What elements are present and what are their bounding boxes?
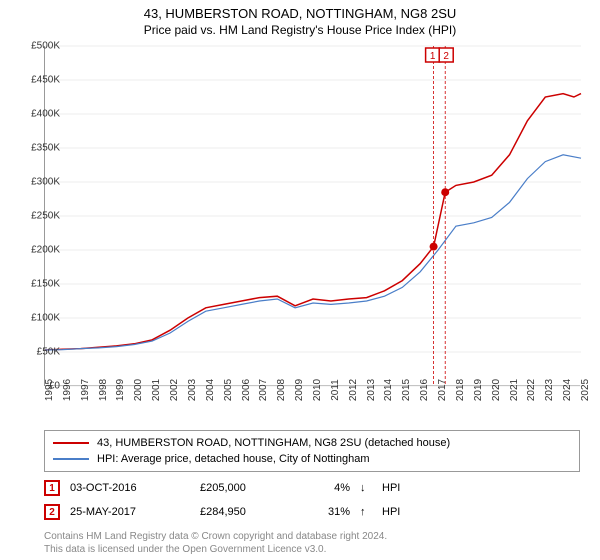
transaction-price: £284,950 bbox=[200, 506, 300, 518]
x-tick-label: 2012 bbox=[348, 379, 359, 401]
x-tick-label: 2000 bbox=[133, 379, 144, 401]
chart-svg: 12 bbox=[45, 46, 581, 386]
x-tick-label: 2023 bbox=[544, 379, 555, 401]
marker-badge: 1 bbox=[44, 480, 60, 496]
y-tick-label: £300K bbox=[20, 177, 60, 188]
chart-title: 43, HUMBERSTON ROAD, NOTTINGHAM, NG8 2SU bbox=[0, 6, 600, 21]
table-row: 2 25-MAY-2017 £284,950 31% ↑ HPI bbox=[44, 500, 580, 524]
transaction-pct: 4% bbox=[310, 482, 350, 494]
y-tick-label: £150K bbox=[20, 279, 60, 290]
legend-label: HPI: Average price, detached house, City… bbox=[97, 453, 370, 465]
x-tick-label: 2015 bbox=[401, 379, 412, 401]
y-tick-label: £400K bbox=[20, 109, 60, 120]
x-tick-label: 2003 bbox=[187, 379, 198, 401]
x-tick-label: 2017 bbox=[437, 379, 448, 401]
y-tick-label: £250K bbox=[20, 211, 60, 222]
x-tick-label: 2019 bbox=[473, 379, 484, 401]
transaction-table: 1 03-OCT-2016 £205,000 4% ↓ HPI 2 25-MAY… bbox=[44, 476, 580, 524]
x-tick-label: 2005 bbox=[223, 379, 234, 401]
legend-item: HPI: Average price, detached house, City… bbox=[53, 451, 571, 467]
x-tick-label: 1998 bbox=[98, 379, 109, 401]
x-tick-label: 2007 bbox=[258, 379, 269, 401]
attribution-line: Contains HM Land Registry data © Crown c… bbox=[44, 530, 387, 543]
arrow-icon: ↑ bbox=[360, 506, 372, 518]
chart-container: 43, HUMBERSTON ROAD, NOTTINGHAM, NG8 2SU… bbox=[0, 0, 600, 560]
attribution-line: This data is licensed under the Open Gov… bbox=[44, 543, 387, 556]
legend-label: 43, HUMBERSTON ROAD, NOTTINGHAM, NG8 2SU… bbox=[97, 437, 450, 449]
marker-badge: 2 bbox=[44, 504, 60, 520]
x-tick-label: 2022 bbox=[526, 379, 537, 401]
x-tick-label: 2016 bbox=[419, 379, 430, 401]
transaction-date: 25-MAY-2017 bbox=[70, 506, 190, 518]
legend-swatch bbox=[53, 442, 89, 444]
x-tick-label: 2002 bbox=[169, 379, 180, 401]
plot-area: 12 bbox=[44, 46, 580, 386]
y-tick-label: £200K bbox=[20, 245, 60, 256]
y-tick-label: £100K bbox=[20, 313, 60, 324]
arrow-icon: ↓ bbox=[360, 482, 372, 494]
transaction-pct: 31% bbox=[310, 506, 350, 518]
transaction-vs: HPI bbox=[382, 506, 412, 518]
marker-number: 1 bbox=[49, 483, 55, 494]
x-tick-label: 2018 bbox=[455, 379, 466, 401]
y-tick-label: £350K bbox=[20, 143, 60, 154]
x-tick-label: 2013 bbox=[366, 379, 377, 401]
marker-number: 2 bbox=[49, 507, 55, 518]
transaction-date: 03-OCT-2016 bbox=[70, 482, 190, 494]
x-tick-label: 2006 bbox=[241, 379, 252, 401]
x-tick-label: 2021 bbox=[509, 379, 520, 401]
x-tick-label: 2020 bbox=[491, 379, 502, 401]
legend-item: 43, HUMBERSTON ROAD, NOTTINGHAM, NG8 2SU… bbox=[53, 435, 571, 451]
chart-subtitle: Price paid vs. HM Land Registry's House … bbox=[0, 23, 600, 37]
x-tick-label: 2009 bbox=[294, 379, 305, 401]
svg-text:2: 2 bbox=[443, 51, 449, 62]
x-tick-label: 2025 bbox=[580, 379, 591, 401]
x-tick-label: 1997 bbox=[80, 379, 91, 401]
x-tick-label: 2011 bbox=[330, 379, 341, 401]
x-tick-label: 2024 bbox=[562, 379, 573, 401]
x-tick-label: 2004 bbox=[205, 379, 216, 401]
svg-text:1: 1 bbox=[430, 51, 436, 62]
transaction-vs: HPI bbox=[382, 482, 412, 494]
attribution: Contains HM Land Registry data © Crown c… bbox=[44, 530, 387, 556]
title-area: 43, HUMBERSTON ROAD, NOTTINGHAM, NG8 2SU… bbox=[0, 0, 600, 37]
y-tick-label: £500K bbox=[20, 41, 60, 52]
x-tick-label: 1996 bbox=[62, 379, 73, 401]
y-tick-label: £450K bbox=[20, 75, 60, 86]
x-tick-label: 2014 bbox=[383, 379, 394, 401]
x-tick-label: 2001 bbox=[151, 379, 162, 401]
legend-swatch bbox=[53, 458, 89, 460]
x-tick-label: 1995 bbox=[44, 379, 55, 401]
x-tick-label: 2008 bbox=[276, 379, 287, 401]
table-row: 1 03-OCT-2016 £205,000 4% ↓ HPI bbox=[44, 476, 580, 500]
transaction-price: £205,000 bbox=[200, 482, 300, 494]
y-tick-label: £50K bbox=[20, 347, 60, 358]
x-tick-label: 1999 bbox=[115, 379, 126, 401]
x-tick-label: 2010 bbox=[312, 379, 323, 401]
legend: 43, HUMBERSTON ROAD, NOTTINGHAM, NG8 2SU… bbox=[44, 430, 580, 472]
